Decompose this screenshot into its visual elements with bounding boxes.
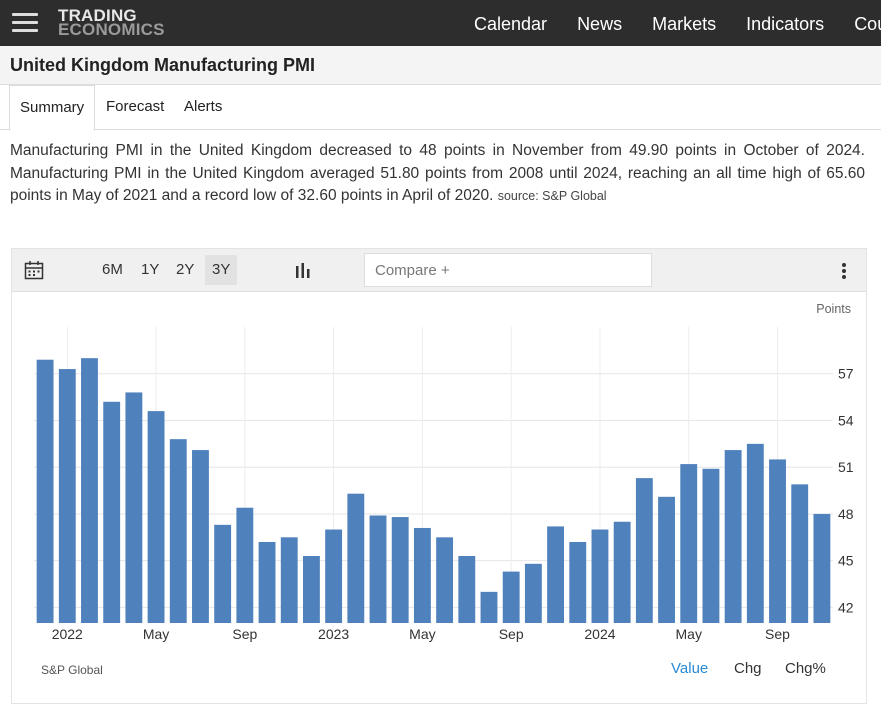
bar-2022-04[interactable] (125, 392, 143, 623)
y-tick-label: 42 (838, 599, 854, 615)
bar-2021-12[interactable] (36, 359, 54, 623)
tab-summary[interactable]: Summary (9, 85, 96, 131)
bar-2023-04[interactable] (391, 517, 409, 623)
bar-2024-11[interactable] (813, 513, 831, 623)
bar-2022-01[interactable] (58, 369, 76, 623)
chart-toolbar: 6M 1Y 2Y 3Y (12, 249, 866, 292)
bar-2023-01[interactable] (325, 529, 343, 623)
x-tick-label: 2023 (318, 626, 349, 642)
tab-forecast[interactable]: Forecast (106, 98, 165, 115)
bars (36, 358, 831, 623)
nav-item-countries[interactable]: Countries (854, 14, 881, 34)
x-axis-ticks: 2022 May Sep 2023 May Sep 2024 May Sep (52, 626, 790, 642)
x-tick-label: 2022 (52, 626, 83, 642)
x-tick-label: Sep (499, 626, 524, 642)
logo-line-1: TRADING (58, 6, 137, 25)
bar-2024-08[interactable] (746, 443, 764, 623)
bar-2022-08[interactable] (214, 524, 232, 623)
y-axis-ticks: 42 45 48 51 54 57 (838, 366, 854, 616)
bar-2023-03[interactable] (369, 515, 387, 623)
bar-2023-11[interactable] (547, 526, 565, 623)
bar-2022-03[interactable] (103, 401, 121, 623)
chart-source: S&P Global (41, 663, 103, 677)
bar-2022-10[interactable] (258, 541, 276, 623)
bar-2022-02[interactable] (81, 358, 98, 623)
bar-2024-02[interactable] (613, 521, 631, 623)
y-tick-label: 45 (838, 553, 854, 569)
pmi-bar-chart: Points 42 45 48 51 54 57 2022 May Sep 2023 May Sep… (34, 302, 854, 642)
bar-2022-11[interactable] (280, 537, 298, 623)
y-tick-label: 51 (838, 459, 854, 475)
range-2y[interactable]: 2Y (176, 261, 195, 278)
y-axis-unit: Points (816, 302, 851, 316)
bar-chart-type-icon[interactable] (295, 262, 311, 278)
nav-item-calendar[interactable]: Calendar (474, 14, 548, 34)
logo-line-2: ECONOMICS (58, 20, 165, 39)
top-navigation-bar: TRADING ECONOMICS Calendar News Markets … (0, 0, 881, 46)
main-nav: Calendar News Markets Indicators Countri… (474, 14, 881, 35)
change-percent-option[interactable]: Chg% (785, 660, 826, 677)
summary-paragraph: Manufacturing PMI in the United Kingdom … (10, 140, 865, 208)
bar-2022-12[interactable] (302, 556, 320, 623)
bar-2024-07[interactable] (724, 450, 742, 623)
bar-2023-07[interactable] (458, 556, 476, 623)
nav-item-indicators[interactable]: Indicators (746, 14, 825, 34)
bar-2024-01[interactable] (591, 529, 609, 623)
bar-2024-05[interactable] (680, 464, 698, 623)
calendar-icon[interactable] (24, 260, 44, 280)
bar-2024-03[interactable] (635, 478, 653, 623)
tab-alerts[interactable]: Alerts (184, 98, 223, 115)
bar-2023-12[interactable] (569, 541, 587, 623)
summary-source: source: S&P Global (497, 189, 607, 203)
bar-2023-10[interactable] (524, 563, 542, 623)
bar-2024-10[interactable] (791, 484, 809, 623)
bar-2024-04[interactable] (658, 496, 675, 623)
x-tick-label: May (143, 626, 169, 642)
y-tick-label: 48 (838, 506, 854, 522)
more-options-icon[interactable] (837, 261, 851, 281)
x-tick-label: May (676, 626, 702, 642)
tab-bar: Summary Forecast Alerts (0, 85, 881, 131)
bar-2022-07[interactable] (192, 450, 209, 623)
bar-2023-08[interactable] (480, 591, 498, 623)
bar-2022-05[interactable] (147, 411, 165, 623)
range-3y[interactable]: 3Y (205, 255, 238, 285)
value-option[interactable]: Value (671, 660, 709, 677)
title-bar: United Kingdom Manufacturing PMI (0, 46, 881, 85)
nav-item-markets[interactable]: Markets (652, 14, 717, 34)
bar-2022-06[interactable] (169, 439, 187, 623)
bar-2024-06[interactable] (702, 468, 720, 623)
bar-2022-09[interactable] (236, 507, 254, 623)
range-6m[interactable]: 6M (102, 261, 123, 278)
y-tick-label: 54 (838, 412, 854, 428)
range-1y[interactable]: 1Y (141, 261, 160, 278)
bar-2024-09[interactable] (769, 459, 786, 623)
x-tick-label: 2024 (584, 626, 615, 642)
site-logo[interactable]: TRADING ECONOMICS (58, 6, 165, 39)
nav-item-news[interactable]: News (577, 14, 623, 34)
bar-2023-05[interactable] (413, 527, 431, 623)
bar-2023-02[interactable] (347, 493, 365, 623)
x-tick-label: Sep (232, 626, 257, 642)
x-tick-label: Sep (765, 626, 790, 642)
hamburger-menu-icon[interactable] (12, 13, 38, 33)
page-title: United Kingdom Manufacturing PMI (10, 55, 315, 75)
summary-text: Manufacturing PMI in the United Kingdom … (10, 142, 865, 204)
bar-2023-06[interactable] (436, 537, 454, 623)
change-option[interactable]: Chg (734, 660, 762, 677)
chart-container: 6M 1Y 2Y 3Y Points 42 45 48 51 54 57 2022 May S… (11, 248, 867, 704)
y-tick-label: 57 (838, 366, 854, 382)
compare-input[interactable] (364, 253, 652, 287)
x-tick-label: May (409, 626, 435, 642)
bar-2023-09[interactable] (502, 571, 520, 623)
